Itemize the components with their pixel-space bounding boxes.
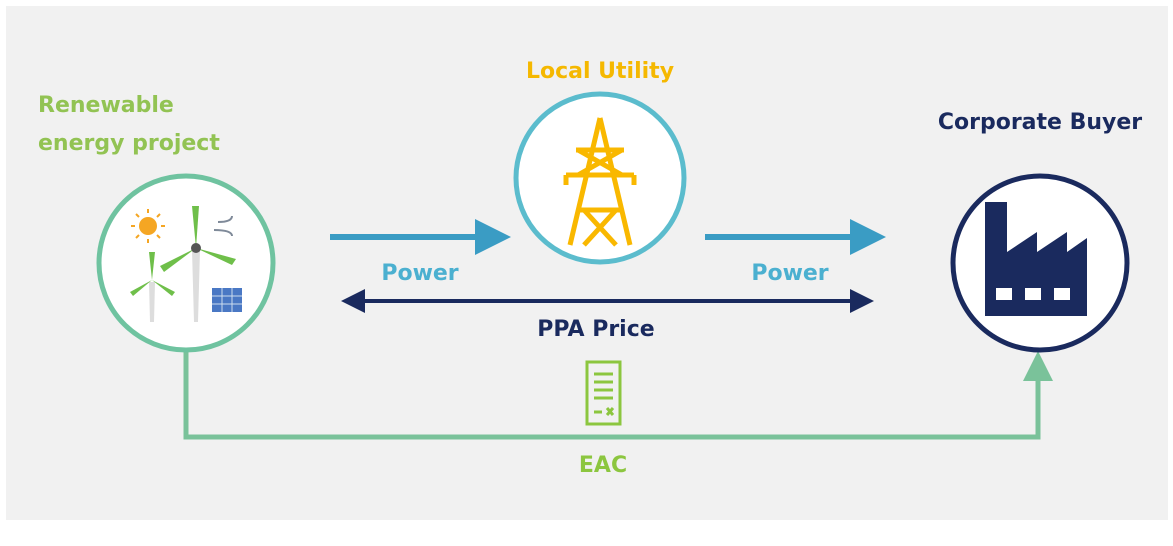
- node-label: Local Utility: [526, 59, 674, 84]
- flow-label: Power: [381, 261, 458, 286]
- renewable-circle: [99, 176, 273, 350]
- node-label: Renewable: [38, 93, 174, 118]
- flow-label: Power: [751, 261, 828, 286]
- flow-label: EAC: [579, 453, 627, 478]
- node-label: Corporate Buyer: [938, 110, 1142, 135]
- diagram: Renewable energy project Local Utility C…: [0, 0, 1173, 546]
- node-label: energy project: [38, 131, 220, 156]
- flow-label: PPA Price: [537, 317, 654, 342]
